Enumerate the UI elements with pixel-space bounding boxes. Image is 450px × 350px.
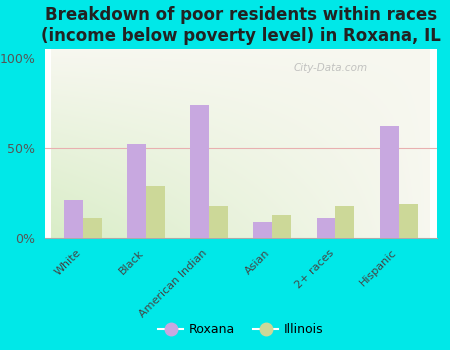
Title: Breakdown of poor residents within races
(income below poverty level) in Roxana,: Breakdown of poor residents within races… — [41, 6, 441, 45]
Bar — [335, 205, 355, 238]
Bar — [190, 105, 209, 238]
Bar — [64, 200, 83, 238]
Bar — [146, 186, 165, 238]
Bar — [83, 218, 102, 238]
Bar — [399, 204, 418, 238]
Bar — [127, 145, 146, 238]
Legend: Roxana, Illinois: Roxana, Illinois — [153, 318, 328, 341]
Bar — [316, 218, 335, 238]
Bar — [380, 126, 399, 238]
Bar — [209, 205, 228, 238]
Bar — [253, 222, 272, 238]
Bar — [272, 215, 291, 238]
Text: City-Data.com: City-Data.com — [294, 63, 368, 73]
